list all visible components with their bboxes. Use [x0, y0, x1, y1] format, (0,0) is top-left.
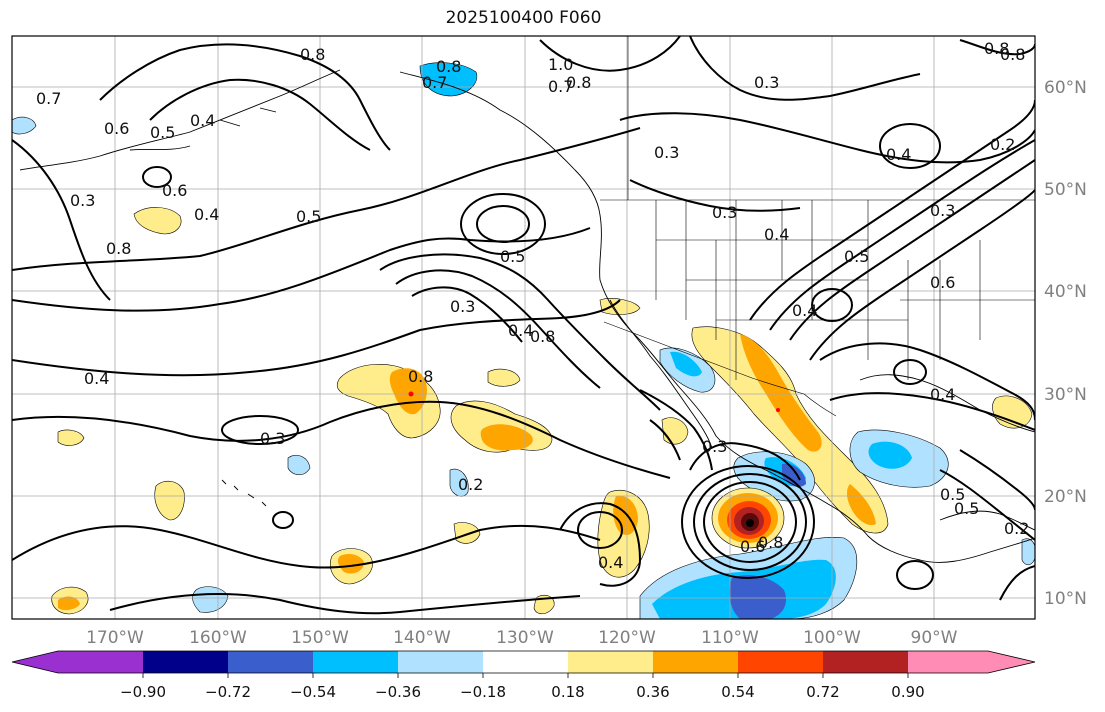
contour-label: 0.4 — [930, 385, 955, 404]
contour-label: 0.5 — [940, 485, 965, 504]
lon-label: 110°W — [701, 628, 759, 648]
colorbar-tick-label: 0.36 — [636, 683, 669, 701]
contour-label: 0.8 — [436, 57, 461, 76]
lon-label: 140°W — [393, 628, 451, 648]
lon-label: 170°W — [86, 628, 144, 648]
colorbar-segment — [568, 651, 654, 673]
contour-label: 0.5 — [296, 207, 321, 226]
colorbar-tick-label: −0.36 — [375, 683, 421, 701]
contour-label: 0.2 — [1004, 519, 1029, 538]
longitude-labels: 170°W 160°W 150°W 140°W 130°W 120°W 110°… — [86, 628, 958, 648]
contour-label: 0.5 — [954, 499, 979, 518]
lat-label: 20°N — [1044, 487, 1087, 507]
lon-label: 150°W — [291, 628, 349, 648]
colorbar-tick-label: 0.54 — [721, 683, 754, 701]
contour-label: 0.3 — [712, 203, 737, 222]
colorbar-segment — [483, 651, 569, 673]
contour-label: 0.4 — [792, 301, 817, 320]
colorbar-segment — [398, 651, 484, 673]
lon-label: 100°W — [803, 628, 861, 648]
latitude-labels: 60°N 50°N 40°N 30°N 20°N 10°N — [1044, 78, 1087, 609]
contour-label: 0.8 — [408, 367, 433, 386]
contour-label: 0.4 — [508, 321, 533, 340]
lat-label: 50°N — [1044, 180, 1087, 200]
map-title: 2025100400 F060 — [445, 8, 602, 28]
cyclone-core — [711, 487, 785, 549]
colorbar-segment — [228, 651, 314, 673]
colorbar-outline — [11, 650, 1036, 674]
colorbar-high-extension — [988, 651, 1035, 673]
coastlines — [19, 69, 1035, 563]
contour-label: 0.8 — [106, 239, 131, 258]
contour-labels: 0.8 0.7 0.6 0.5 0.4 0.3 0.6 0.4 0.7 0.8 … — [36, 39, 1029, 572]
contour-label: 0.8 — [758, 533, 783, 552]
colorbar-tick-label: 0.18 — [551, 683, 584, 701]
colorbar: −0.90 −0.72 −0.54 −0.36 −0.18 0.18 0.36 … — [11, 650, 1036, 701]
colorbar-tick-label: 0.90 — [891, 683, 924, 701]
contour-label: 0.6 — [930, 273, 955, 292]
contour-label: 0.3 — [260, 429, 285, 448]
contour-label: 0.6 — [104, 119, 129, 138]
max-marker — [408, 391, 414, 397]
colorbar-segment — [908, 651, 988, 673]
contour-label: 0.5 — [500, 247, 525, 266]
contour-label: 0.2 — [458, 475, 483, 494]
lat-label: 40°N — [1044, 282, 1087, 302]
contour-lines — [12, 36, 1035, 615]
contour-label: 0.4 — [84, 369, 109, 388]
contour-label: 0.3 — [450, 297, 475, 316]
contour-label: 0.3 — [70, 191, 95, 210]
contour-label: 0.7 — [548, 77, 573, 96]
contour-label: 0.8 — [300, 45, 325, 64]
contour-label: 1.0 — [548, 55, 573, 74]
colorbar-tick-label: −0.72 — [205, 683, 251, 701]
colorbar-low-extension — [12, 651, 58, 673]
contour-label: 0.7 — [36, 89, 61, 108]
contour-label: 0.3 — [702, 437, 727, 456]
contour-label: 0.4 — [886, 145, 911, 164]
colorbar-tick-label: −0.90 — [120, 683, 166, 701]
contour-label: 0.6 — [162, 181, 187, 200]
contour-label: 0.4 — [764, 225, 789, 244]
contour-label: 0.4 — [598, 553, 623, 572]
colorbar-tick-label: −0.54 — [290, 683, 336, 701]
contour-label: 0.8 — [530, 327, 555, 346]
contour-label: 0.8 — [984, 39, 1009, 58]
lon-label: 120°W — [598, 628, 656, 648]
lon-label: 160°W — [189, 628, 247, 648]
map-frame — [11, 35, 1036, 620]
contour-label: 0.8 — [1000, 45, 1025, 64]
contour-label: 0.2 — [990, 135, 1015, 154]
colorbar-tick-label: 0.72 — [806, 683, 839, 701]
contour-label: 0.3 — [930, 201, 955, 220]
lon-label: 130°W — [496, 628, 554, 648]
colorbar-segment — [313, 651, 399, 673]
lat-label: 10°N — [1044, 589, 1087, 609]
contour-label: 0.4 — [190, 111, 215, 130]
contour-label: 0.5 — [150, 123, 175, 142]
contour-label: 0.3 — [654, 143, 679, 162]
contour-label: 0.7 — [422, 73, 447, 92]
colorbar-segment — [143, 651, 229, 673]
colorbar-tickmarks — [142, 673, 909, 678]
contour-label: 0.6 — [740, 537, 765, 556]
lon-label: 90°W — [911, 628, 958, 648]
contour-label: 0.3 — [754, 73, 779, 92]
colorbar-segment — [823, 651, 909, 673]
max-marker — [776, 408, 780, 412]
contour-label: 0.8 — [566, 73, 591, 92]
colorbar-segment — [738, 651, 824, 673]
colorbar-tick-label: −0.18 — [460, 683, 506, 701]
shaded-positive-regions — [51, 207, 1033, 615]
lat-label: 30°N — [1044, 385, 1087, 405]
colorbar-segment — [653, 651, 739, 673]
contour-label: 0.5 — [844, 247, 869, 266]
lat-label: 60°N — [1044, 78, 1087, 98]
colorbar-segment — [58, 651, 144, 673]
political-borders — [600, 36, 1035, 417]
contour-label: 0.4 — [194, 205, 219, 224]
